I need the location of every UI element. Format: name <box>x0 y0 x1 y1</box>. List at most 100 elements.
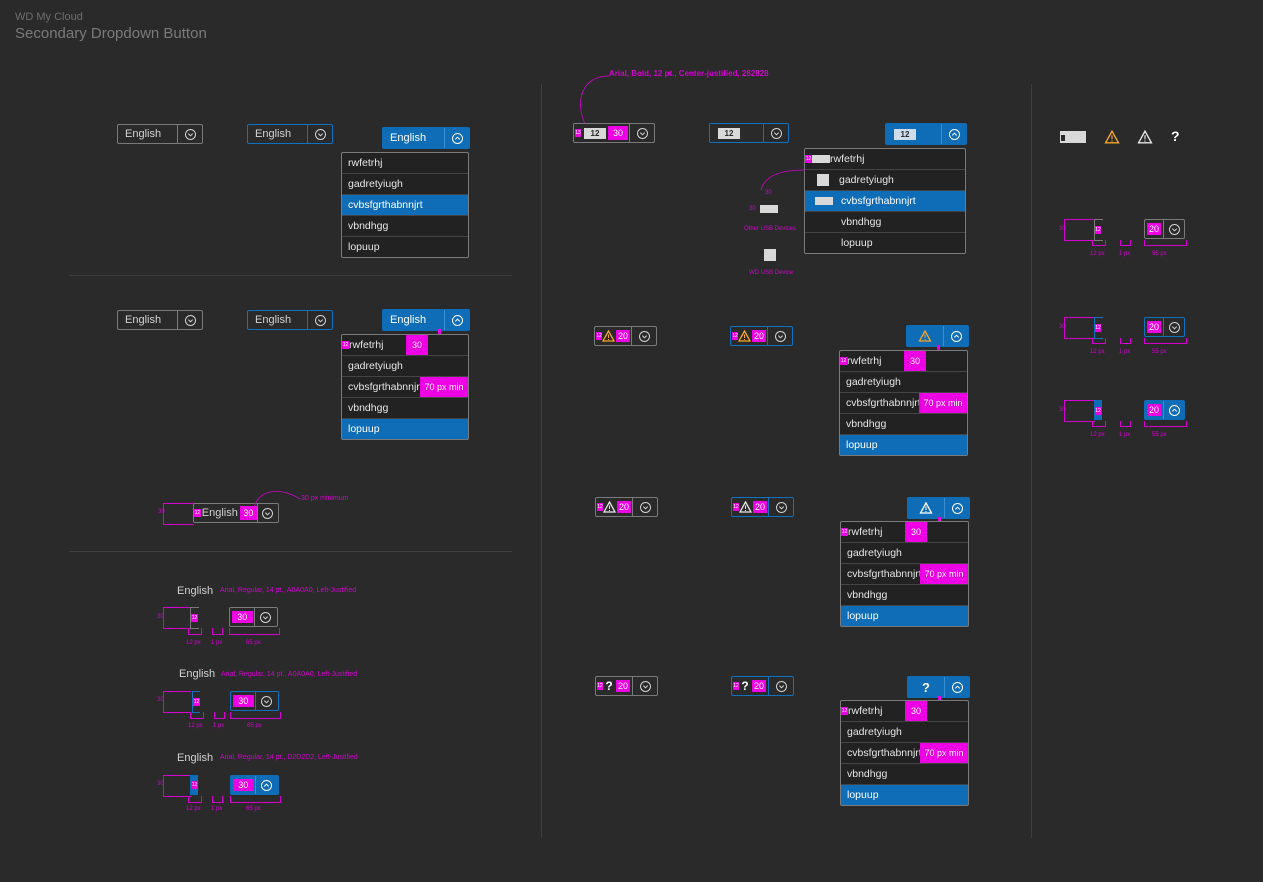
menu-item[interactable]: vbndhgg <box>841 584 968 605</box>
menu-item[interactable]: gadretyiugh <box>841 721 968 742</box>
height-dimension <box>1064 317 1095 339</box>
dropdown-arrow-spec-right[interactable]: 20 <box>1144 219 1185 239</box>
menu-item[interactable]: vbndhgg <box>342 215 468 236</box>
warning-dropdown-open[interactable] <box>907 497 970 519</box>
dropdown-hover-2[interactable]: English <box>247 310 333 330</box>
menu-item-selected[interactable]: lopuup <box>841 784 968 805</box>
dimension-label: 1 px <box>1119 251 1131 257</box>
menu-item[interactable]: cvbsfgrthabnnjrt 70 px min <box>841 563 968 584</box>
help-dropdown-spec[interactable]: 12 ? 20 <box>595 676 658 696</box>
menu-item[interactable]: 12rwfetrhj 30 <box>840 351 967 371</box>
help-dropdown-hover[interactable]: 12 ? 20 <box>731 676 794 696</box>
dimension-label: 12 px <box>186 806 201 812</box>
button-left-edge <box>192 691 200 713</box>
dropdown-menu-2: 12rwfetrhj 30 gadretyiugh cvbsfgrthabnnj… <box>341 334 469 440</box>
menu-item-selected[interactable]: lopuup <box>841 605 968 626</box>
chevron-up-icon <box>948 128 960 140</box>
dropdown-open[interactable]: English <box>382 127 470 149</box>
menu-item[interactable]: gadretyiugh <box>841 542 968 563</box>
button-left-edge <box>190 607 199 629</box>
dropdown-label: English <box>390 132 427 144</box>
usb-dropdown-menu: 12 rwfetrhj gadretyiugh cvbsfgrthabnnjrt … <box>804 148 966 254</box>
padding-marker: 12 <box>732 332 738 340</box>
chevron-down-icon <box>774 330 786 342</box>
padding-marker: 12 <box>1095 407 1101 415</box>
dropdown-default[interactable]: English <box>117 124 203 144</box>
padding-marker: 12 <box>597 682 603 690</box>
menu-item[interactable]: cvbsfgrthabnnjrt 70 px min <box>841 742 968 763</box>
menu-item[interactable]: gadretyiugh <box>840 371 967 392</box>
width-marker: 20 <box>752 330 766 342</box>
dimension-label: 65 px <box>246 806 261 812</box>
height-marker: 30 <box>905 522 927 542</box>
spacing-marker <box>938 517 941 522</box>
menu-item[interactable]: gadretyiugh <box>342 355 468 376</box>
menu-item-selected[interactable]: lopuup <box>342 418 468 439</box>
menu-item[interactable]: 12 rwfetrhj <box>805 153 865 165</box>
chevron-up-icon <box>1168 404 1180 416</box>
warning-dropdown-hover[interactable]: 12 20 <box>731 497 794 517</box>
dropdown-arrow-spec-hover[interactable]: 30 <box>230 691 279 711</box>
usb-drive-icon <box>760 205 778 213</box>
warning-orange-icon <box>918 330 932 342</box>
menu-item[interactable]: 12rwfetrhj 30 <box>841 522 968 542</box>
padding-marker: 12 <box>841 707 848 716</box>
usb-dropdown-hover[interactable]: 12 <box>709 123 789 143</box>
usb-drive-icon: 12 <box>894 128 916 140</box>
chevron-down-icon <box>260 611 272 623</box>
dropdown-spec[interactable]: 12 English 30 <box>193 503 279 523</box>
menu-item[interactable]: 12rwfetrhj 30 <box>841 701 968 721</box>
width-marker: 20 <box>616 330 630 342</box>
menu-item-selected[interactable]: lopuup <box>840 434 967 455</box>
dropdown-hover[interactable]: English <box>247 124 333 144</box>
usb-dropdown-open[interactable]: 12 <box>885 123 967 145</box>
width-dimension <box>1092 421 1106 427</box>
usb-dropdown-spec[interactable]: 13 12 30 <box>573 123 655 143</box>
width-marker: 30 <box>608 126 628 140</box>
menu-item[interactable]: vbndhgg <box>841 763 968 784</box>
menu-item-selected[interactable]: cvbsfgrthabnnjrt <box>805 190 965 211</box>
menu-item-selected[interactable]: cvbsfgrthabnnjrt <box>342 194 468 215</box>
dropdown-arrow-spec-right-open[interactable]: 20 <box>1144 400 1185 420</box>
padding-marker: 12 <box>1095 226 1101 234</box>
dropdown-default-2[interactable]: English <box>117 310 203 330</box>
menu-item[interactable]: rwfetrhj <box>348 157 383 169</box>
dimension-label: 1 px <box>211 640 223 646</box>
height-marker: 30 <box>904 351 926 371</box>
chevron-down-icon <box>261 695 273 707</box>
font-sample: English <box>177 585 214 597</box>
dropdown-arrow-spec-open[interactable]: 30 <box>230 775 279 795</box>
divider-horizontal-1 <box>69 275 512 276</box>
menu-item[interactable]: vbndhgg <box>840 413 967 434</box>
menu-item[interactable]: gadretyiugh <box>805 169 965 190</box>
menu-item[interactable]: lopuup <box>342 236 468 257</box>
help-dropdown-open[interactable]: ? <box>907 676 970 698</box>
width-dimension <box>212 796 223 803</box>
dropdown-open-2[interactable]: English <box>382 309 470 331</box>
dimension-label: 12 px <box>186 640 201 646</box>
menu-item[interactable]: vbndhgg <box>342 397 468 418</box>
height-label: 30 <box>157 614 164 620</box>
width-dimension <box>214 712 225 719</box>
height-label: 30 <box>158 509 165 515</box>
callout-line <box>253 491 301 508</box>
menu-item[interactable]: 12rwfetrhj 30 <box>342 335 468 355</box>
menu-item[interactable]: cvbsfgrthabnnjrt 70 px min <box>342 376 468 397</box>
menu-item[interactable]: gadretyiugh <box>342 173 468 194</box>
dropdown-arrow-spec-right-hover[interactable]: 20 <box>1144 317 1185 337</box>
dropdown-arrow-spec[interactable]: 30 <box>229 607 278 627</box>
warning-orange-dropdown-hover[interactable]: 12 20 <box>730 326 793 346</box>
width-marker: 20 <box>753 501 767 513</box>
min-width-marker: 70 px min <box>919 393 967 413</box>
menu-item[interactable]: vbndhgg <box>805 211 965 232</box>
warning-dropdown-spec[interactable]: 12 20 <box>595 497 658 517</box>
chevron-down-icon <box>262 507 274 519</box>
warning-orange-dropdown-spec[interactable]: 12 20 <box>594 326 657 346</box>
min-width-marker: 70 px min <box>920 564 968 584</box>
menu-item[interactable]: lopuup <box>805 232 965 253</box>
chevron-down-icon <box>184 314 196 326</box>
menu-item[interactable]: cvbsfgrthabnnjrt 70 px min <box>840 392 967 413</box>
width-marker: 20 <box>1147 321 1161 333</box>
warning-orange-dropdown-open[interactable] <box>906 325 969 347</box>
chevron-down-icon <box>1168 223 1180 235</box>
